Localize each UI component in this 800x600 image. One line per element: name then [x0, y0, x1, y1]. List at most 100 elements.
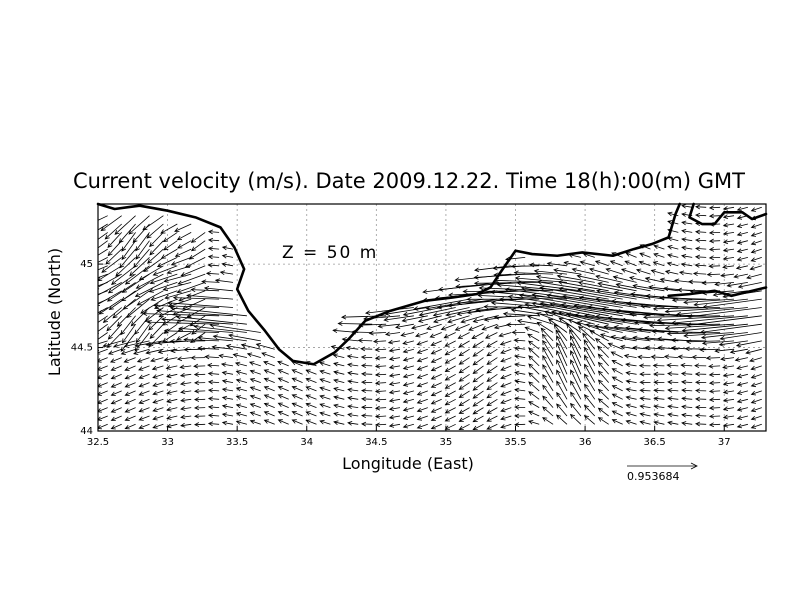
velocity-arrow: [736, 223, 748, 228]
velocity-arrow: [708, 397, 721, 402]
velocity-arrow: [680, 363, 693, 368]
velocity-arrow: [750, 415, 762, 421]
velocity-arrow: [483, 304, 540, 310]
velocity-arrow: [136, 290, 164, 306]
velocity-arrow: [517, 304, 568, 317]
velocity-arrow: [291, 377, 303, 383]
velocity-arrow: [539, 286, 609, 300]
velocity-arrow: [186, 293, 234, 300]
velocity-arrow: [110, 265, 136, 285]
velocity-arrow: [98, 382, 108, 388]
velocity-arrow: [486, 390, 498, 399]
velocity-arrow: [138, 415, 150, 421]
velocity-arrow: [458, 373, 470, 382]
velocity-arrow: [332, 353, 345, 359]
velocity-arrow: [194, 380, 206, 386]
velocity-arrow: [246, 352, 261, 358]
velocity-arrow: [659, 277, 679, 283]
velocity-arrow: [430, 398, 442, 405]
velocity-arrow: [644, 276, 665, 283]
velocity-arrow: [234, 361, 248, 367]
velocity-arrow: [542, 417, 554, 425]
velocity-arrow: [347, 387, 359, 393]
y-axis-ticks: 44 44.5 45: [71, 259, 103, 437]
velocity-arrow: [333, 378, 345, 384]
velocity-arrow: [556, 341, 568, 367]
velocity-arrow: [107, 240, 122, 257]
velocity-arrow: [638, 260, 651, 267]
velocity-arrow: [98, 423, 108, 430]
velocity-arrow: [577, 280, 623, 292]
velocity-arrow: [611, 419, 623, 425]
velocity-arrow: [124, 407, 136, 413]
velocity-arrow: [221, 412, 234, 418]
velocity-arrow: [611, 385, 623, 392]
velocity-arrow: [734, 357, 748, 362]
velocity-arrow: [193, 363, 206, 369]
velocity-arrow: [277, 369, 289, 375]
velocity-arrow: [235, 370, 248, 375]
y-axis-label: Latitude (North): [45, 248, 64, 376]
velocity-arrow: [605, 267, 623, 275]
velocity-arrow: [541, 333, 554, 350]
velocity-arrow: [110, 373, 122, 380]
velocity-arrow: [337, 321, 373, 326]
velocity-arrow: [585, 323, 623, 333]
velocity-arrow: [722, 389, 735, 395]
chart-title: Current velocity (m/s). Date 2009.12.22.…: [73, 169, 745, 193]
velocity-arrow: [400, 332, 414, 337]
velocity-arrow: [722, 256, 735, 261]
velocity-arrow: [569, 413, 582, 425]
velocity-arrow: [430, 340, 442, 346]
velocity-arrow: [138, 390, 150, 396]
velocity-arrow: [152, 423, 164, 429]
velocity-arrow: [639, 420, 651, 425]
velocity-arrow: [708, 205, 721, 211]
velocity-arrow: [374, 397, 387, 403]
velocity-arrow: [681, 323, 748, 333]
velocity-arrow: [235, 395, 248, 400]
velocity-arrow: [214, 278, 234, 284]
velocity-arrow: [426, 323, 442, 331]
velocity-arrow: [416, 357, 428, 363]
velocity-arrow: [736, 373, 748, 379]
velocity-arrow: [374, 405, 387, 411]
velocity-arrow: [189, 315, 206, 327]
velocity-arrow: [680, 262, 693, 267]
velocity-arrow: [629, 311, 707, 317]
velocity-arrow: [374, 363, 387, 369]
velocity-arrow: [444, 423, 456, 430]
velocity-arrow: [176, 356, 192, 362]
velocity-arrow: [664, 323, 735, 331]
velocity-arrow: [152, 265, 178, 276]
velocity-arrow: [177, 273, 206, 285]
velocity-arrow: [402, 407, 415, 412]
velocity-arrow: [653, 412, 665, 418]
velocity-arrow: [416, 365, 428, 371]
velocity-arrow: [749, 357, 762, 363]
velocity-arrow: [305, 419, 317, 425]
velocity-arrow: [454, 323, 470, 331]
velocity-arrow: [263, 360, 275, 367]
velocity-arrow: [416, 423, 428, 429]
velocity-arrow: [98, 240, 108, 251]
velocity-arrow: [699, 323, 762, 335]
velocity-arrow: [388, 348, 401, 353]
velocity-arrow: [98, 348, 108, 355]
velocity-arrow: [221, 387, 234, 393]
velocity-arrow: [107, 323, 122, 340]
velocity-arrow: [556, 380, 568, 400]
velocity-arrow: [221, 395, 234, 401]
velocity-arrow: [124, 373, 136, 380]
velocity-arrow: [152, 390, 164, 396]
velocity-arrow: [540, 327, 554, 342]
velocity-arrow: [221, 262, 234, 267]
velocity-arrow: [432, 307, 470, 317]
velocity-arrow: [486, 382, 498, 391]
velocity-arrow: [708, 263, 721, 269]
velocity-arrow: [583, 339, 596, 358]
velocity-arrow: [615, 282, 651, 292]
velocity-arrow: [675, 307, 748, 317]
velocity-arrow: [667, 371, 679, 377]
velocity-arrow: [695, 229, 707, 235]
